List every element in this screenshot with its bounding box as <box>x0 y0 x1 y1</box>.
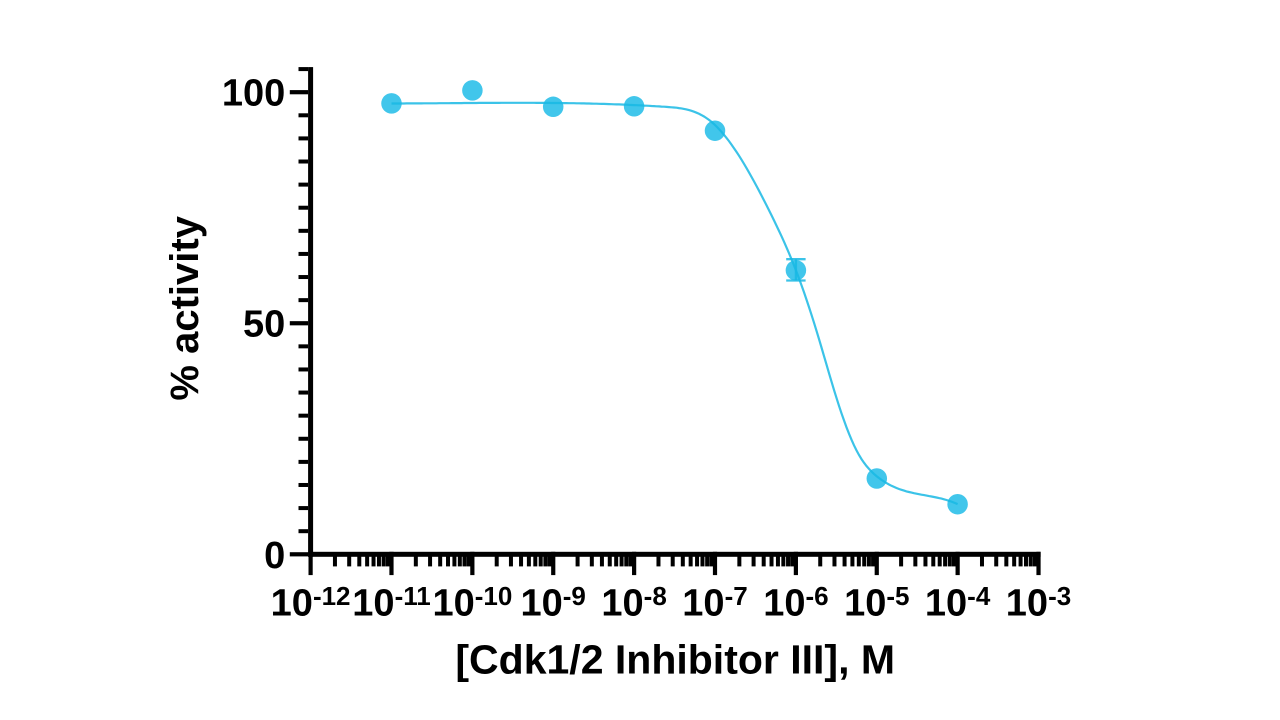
svg-text:10-5: 10-5 <box>844 581 909 625</box>
svg-text:10-4: 10-4 <box>925 581 991 625</box>
svg-text:0: 0 <box>264 535 285 577</box>
svg-text:% activity: % activity <box>163 215 207 400</box>
svg-text:100: 100 <box>222 73 285 115</box>
svg-text:[Cdk1/2 Inhibitor III], M: [Cdk1/2 Inhibitor III], M <box>455 637 895 683</box>
svg-text:50: 50 <box>243 304 285 346</box>
svg-text:10-9: 10-9 <box>520 581 585 625</box>
